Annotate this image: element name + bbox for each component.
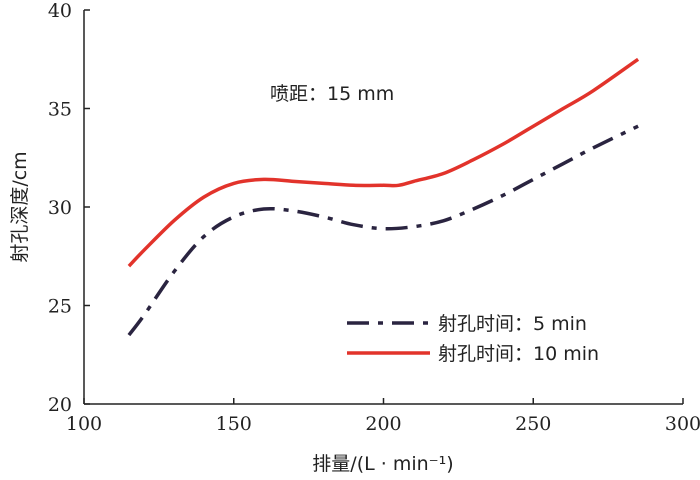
y-tick-label: 20 xyxy=(48,394,72,416)
legend-label-2: 射孔时间：10 min xyxy=(438,343,599,365)
y-tick-label: 40 xyxy=(48,0,72,22)
y-axis-title: 射孔深度/cm xyxy=(9,151,31,262)
series-line-1 xyxy=(127,124,639,337)
series-line-2 xyxy=(127,57,640,268)
x-tick-label: 150 xyxy=(216,413,252,435)
spacing-annotation: 喷距：15 mm xyxy=(270,83,394,105)
x-tick-label: 250 xyxy=(515,413,551,435)
x-tick-label: 100 xyxy=(66,413,102,435)
legend: 射孔时间：5 min 射孔时间：10 min xyxy=(347,313,599,365)
series-layer xyxy=(127,57,640,337)
axes: 100 150 200 250 300 20 25 30 35 40 xyxy=(48,0,700,435)
y-tick-label: 35 xyxy=(48,99,72,121)
legend-label-1: 射孔时间：5 min xyxy=(438,313,587,335)
x-tick-label: 300 xyxy=(665,413,700,435)
x-axis-title: 排量/(L · min⁻¹) xyxy=(312,453,453,475)
x-tick-label: 200 xyxy=(365,413,401,435)
y-tick-label: 25 xyxy=(48,296,72,318)
y-tick-label: 30 xyxy=(48,197,72,219)
